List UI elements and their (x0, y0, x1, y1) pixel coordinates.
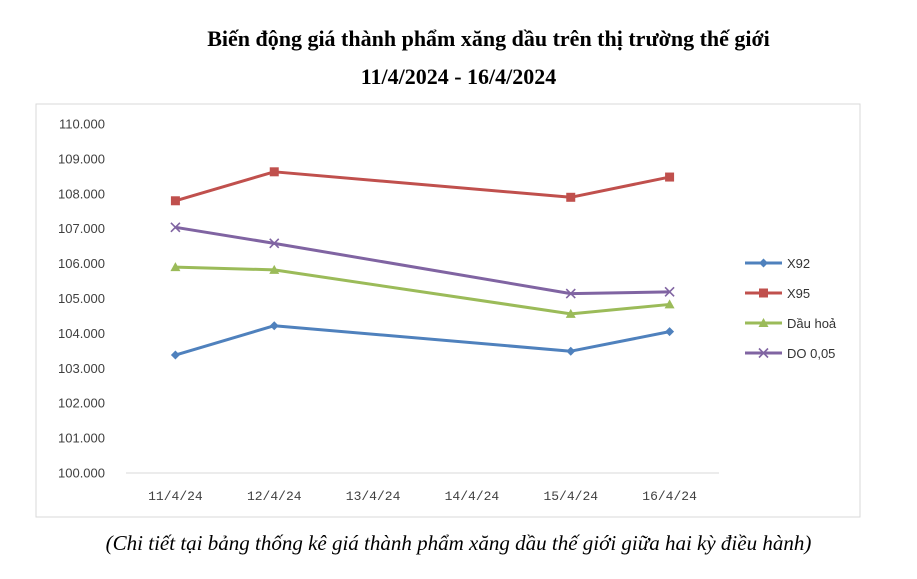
legend-label: DO 0,05 (787, 346, 835, 361)
x-tick-label: 13/4/24 (346, 489, 401, 504)
data-point (566, 192, 576, 202)
data-point (269, 264, 280, 274)
series-line (174, 324, 670, 357)
x-tick-label: 14/4/24 (445, 489, 500, 504)
data-point (566, 346, 576, 356)
y-tick-label: 100.000 (58, 466, 105, 481)
data-point (170, 196, 180, 206)
y-tick-label: 106.000 (58, 256, 105, 271)
legend-label: X95 (787, 286, 810, 301)
legend-item: DO 0,05 (745, 346, 835, 361)
series-4 (170, 222, 675, 299)
legend-item: X95 (745, 286, 810, 301)
legend: X92 X95 Dầu hoả DO 0,05 (745, 256, 837, 361)
data-point (269, 238, 280, 249)
y-tick-label: 109.000 (58, 151, 105, 166)
y-tick-label: 110.000 (59, 117, 105, 132)
series-line (175, 225, 670, 296)
x-tick-label: 16/4/24 (642, 489, 697, 504)
data-point (170, 350, 180, 360)
y-tick-label: 108.000 (58, 186, 105, 201)
data-point (664, 299, 675, 309)
data-point (269, 321, 279, 331)
chart-subtitle: 11/4/2024 - 16/4/2024 (360, 64, 557, 89)
data-point (170, 262, 181, 272)
data-point (565, 288, 576, 299)
x-tick-label: 11/4/24 (148, 489, 203, 504)
y-tick-label: 102.000 (58, 396, 105, 411)
legend-marker (758, 318, 769, 327)
data-point (665, 327, 675, 337)
series-2 (170, 167, 675, 206)
legend-marker (759, 288, 768, 298)
y-tick-label: 101.000 (58, 431, 105, 446)
x-tick-label: 15/4/24 (543, 489, 598, 504)
data-point (665, 172, 675, 182)
legend-marker (759, 258, 768, 268)
caption: (Chi tiết tại bảng thống kê giá thành ph… (105, 531, 812, 555)
data-point (565, 308, 576, 318)
y-tick-label: 103.000 (58, 361, 105, 376)
chart-title: Biến động giá thành phẩm xăng dầu trên t… (207, 26, 770, 51)
legend-item: X92 (745, 256, 810, 271)
y-tick-label: 107.000 (58, 221, 105, 236)
y-tick-label: 105.000 (58, 291, 105, 306)
series-line (175, 265, 670, 316)
x-tick-label: 12/4/24 (247, 489, 302, 504)
series-line (174, 170, 670, 203)
data-point (664, 286, 675, 297)
series-group (170, 167, 675, 360)
data-point (170, 222, 181, 233)
chart-frame (35, 103, 861, 518)
legend-marker (758, 347, 769, 359)
series-1 (170, 321, 675, 360)
legend-label: Dầu hoả (787, 316, 837, 331)
y-axis-ticks: 100.000 101.000 102.000 103.000 104.000 105.0… (58, 117, 105, 481)
x-axis-ticks: 11/4/24 12/4/24 13/4/24 14/4/24 15/4/24 16/4/… (148, 489, 697, 504)
y-tick-label: 104.000 (58, 326, 105, 341)
series-3 (170, 262, 675, 318)
legend-label: X92 (787, 256, 810, 271)
data-point (269, 167, 279, 177)
legend-item: Dầu hoả (745, 316, 837, 331)
